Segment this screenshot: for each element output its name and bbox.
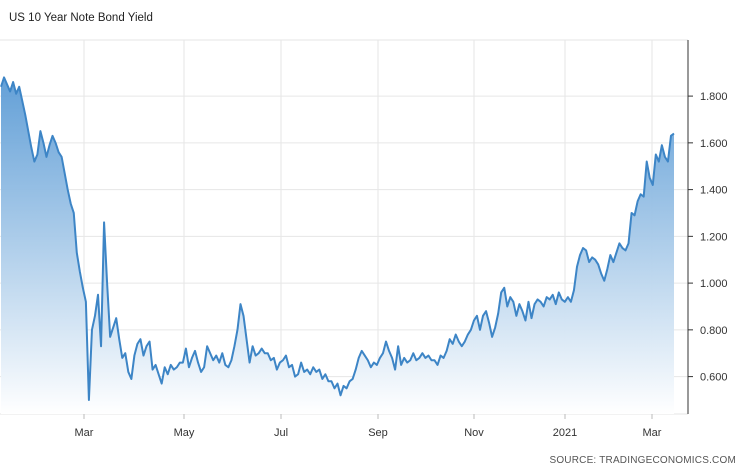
y-tick-label: 1.200 (700, 231, 728, 243)
source-label: SOURCE: TRADINGECONOMICS.COM (549, 455, 736, 466)
x-tick-label: May (174, 427, 195, 439)
y-tick-label: 1.000 (700, 278, 728, 290)
x-tick-label: Sep (368, 427, 388, 439)
x-tick-label: Jul (274, 427, 288, 439)
y-tick-label: 1.800 (700, 91, 728, 103)
y-tick-label: 0.800 (700, 325, 728, 337)
chart-title: US 10 Year Note Bond Yield (9, 12, 153, 24)
x-axis-ticks: Mar May Jul Sep Nov 2021 Mar (75, 414, 662, 439)
x-tick-label: Mar (643, 427, 662, 439)
yield-area-fill (1, 77, 674, 415)
y-axis-ticks: 0.600 0.800 1.000 1.200 1.400 1.600 1.800 (688, 91, 728, 384)
x-tick-label: Mar (75, 427, 94, 439)
yield-line (0, 76, 675, 401)
y-tick-label: 1.400 (700, 185, 728, 197)
x-tick-label: Nov (464, 427, 484, 439)
y-tick-label: 0.600 (700, 372, 728, 384)
y-tick-label: 1.600 (700, 138, 728, 150)
x-tick-label: 2021 (553, 427, 577, 439)
